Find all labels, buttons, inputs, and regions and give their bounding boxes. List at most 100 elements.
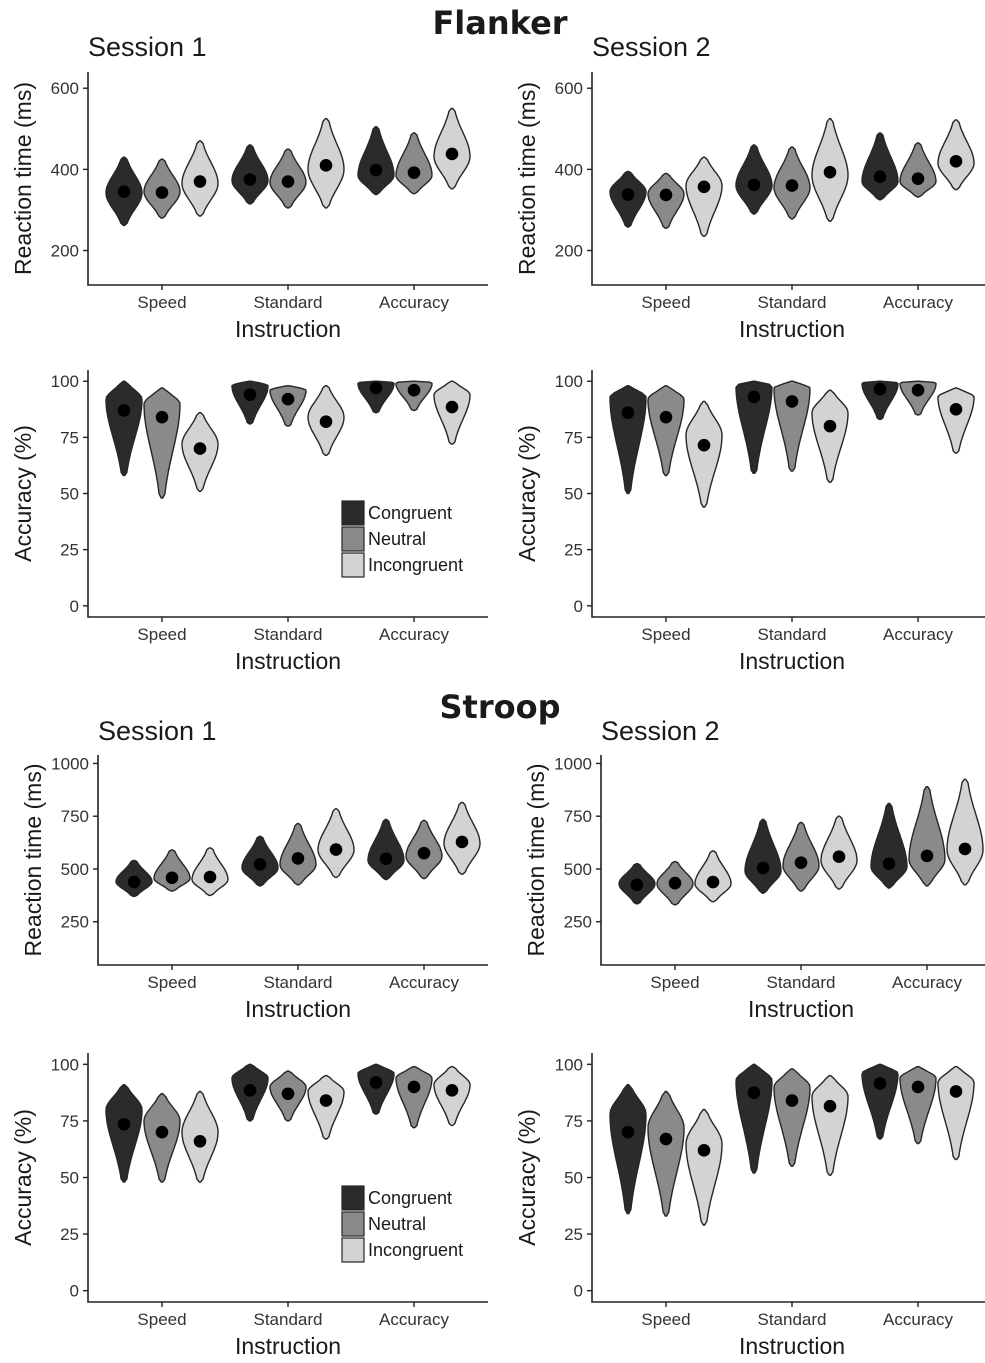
mean-point	[911, 1080, 925, 1094]
mean-point	[949, 1085, 963, 1098]
mean-point	[697, 438, 711, 452]
mean-point	[203, 870, 217, 884]
y-axis-title: Reaction time (ms)	[514, 82, 540, 275]
violin-congruent	[231, 380, 269, 425]
x-axis-title: Instruction	[739, 648, 845, 674]
x-tick-label: Accuracy	[379, 625, 449, 644]
legend-label: Incongruent	[368, 555, 463, 575]
x-tick-label: Accuracy	[379, 293, 449, 312]
mean-point	[165, 871, 179, 885]
mean-point	[319, 1094, 333, 1107]
y-tick-label: 75	[564, 1112, 583, 1131]
mean-point	[193, 175, 207, 188]
axis-lines	[87, 1053, 488, 1303]
chart-panel: Session 2 200 400 600 Reaction time (ms) Spee…	[514, 32, 985, 342]
y-tick-label: 1000	[554, 754, 592, 773]
legend-label: Neutral	[368, 529, 426, 549]
mean-point	[193, 442, 207, 455]
mean-point	[281, 392, 295, 406]
mean-point	[747, 390, 761, 404]
violin-neutral	[899, 142, 937, 198]
mean-point	[958, 842, 972, 856]
violin-congruent	[105, 380, 143, 477]
y-tick-label: 25	[564, 541, 583, 560]
violin-incongruent	[811, 389, 849, 483]
mean-point	[243, 388, 257, 402]
x-tick-label: Speed	[137, 1310, 186, 1329]
y-axis-title: Reaction time (ms)	[523, 764, 549, 957]
x-tick-label: Speed	[641, 293, 690, 312]
mean-point	[281, 1087, 295, 1101]
mean-point	[193, 1134, 207, 1148]
x-axis-title: Instruction	[739, 1333, 845, 1359]
y-axis-title: Accuracy (%)	[10, 425, 36, 562]
x-tick-label: Accuracy	[883, 293, 953, 312]
violin-congruent	[735, 1063, 773, 1174]
mean-point	[407, 1080, 421, 1094]
y-axis-title: Reaction time (ms)	[10, 82, 36, 275]
mean-point	[319, 415, 333, 428]
mean-point	[243, 1084, 257, 1097]
violin-congruent	[735, 380, 773, 474]
violin-neutral	[773, 380, 811, 472]
mean-point	[873, 382, 887, 396]
axis-lines	[87, 370, 488, 618]
mean-point	[832, 850, 846, 864]
violin-congruent	[357, 1063, 395, 1115]
mean-point	[445, 1084, 459, 1097]
legend-label: Congruent	[368, 503, 452, 523]
x-axis-title: Instruction	[245, 996, 351, 1022]
mean-point	[445, 147, 459, 161]
x-tick-label: Standard	[767, 973, 836, 992]
violin-congruent	[744, 818, 782, 894]
y-tick-label: 750	[564, 807, 592, 826]
y-tick-label: 50	[564, 1169, 583, 1188]
y-tick-label: 0	[574, 1282, 583, 1301]
violin-neutral	[899, 1065, 937, 1145]
violin-incongruent	[317, 808, 355, 879]
y-tick-label: 400	[51, 160, 79, 179]
violin-neutral	[395, 132, 433, 195]
violin-congruent	[870, 802, 908, 889]
y-tick-label: 0	[70, 597, 79, 616]
violin-congruent	[357, 126, 395, 196]
y-tick-label: 600	[51, 79, 79, 98]
y-axis-title: Reaction time (ms)	[20, 764, 46, 957]
chart-panel: 0 25 50 75 100 Accuracy (%) Speed Standard Accur…	[514, 1053, 985, 1359]
mean-point	[823, 165, 837, 179]
y-tick-label: 500	[564, 860, 592, 879]
x-axis-title: Instruction	[748, 996, 854, 1022]
mean-point	[621, 1125, 635, 1139]
legend: Congruent Neutral Incongruent	[341, 500, 463, 578]
legend-label: Neutral	[368, 1214, 426, 1234]
mean-point	[329, 843, 343, 856]
x-tick-label: Accuracy	[389, 973, 459, 992]
mean-point	[417, 846, 431, 860]
mean-point	[697, 180, 711, 194]
violin-congruent	[861, 132, 899, 201]
panel-title: Session 2	[601, 716, 720, 746]
mean-point	[291, 852, 305, 865]
y-tick-label: 500	[61, 860, 89, 879]
y-tick-label: 100	[51, 1055, 79, 1074]
mean-point	[920, 849, 934, 863]
x-tick-label: Speed	[641, 1310, 690, 1329]
violin-incongruent	[685, 400, 723, 508]
chart-panel: Session 1 200 400 600 Reaction time (ms) Spee…	[10, 32, 488, 342]
y-tick-label: 25	[60, 541, 79, 560]
chart-panel: Session 2 250 500 750 1000 Reaction time (ms)…	[523, 716, 985, 1022]
violin-incongruent	[937, 1065, 975, 1161]
panel-title: Session 1	[98, 716, 217, 746]
x-tick-label: Speed	[147, 973, 196, 992]
legend-swatch-congruent	[341, 500, 365, 526]
mean-point	[785, 179, 799, 192]
violin-neutral	[647, 385, 685, 477]
y-tick-label: 0	[574, 597, 583, 616]
violin-neutral	[899, 380, 937, 416]
chart-panel: 0 25 50 75 100 Accuracy (%) Speed Standard Accur…	[10, 1053, 488, 1359]
violin-congruent	[609, 385, 647, 495]
mean-point	[407, 166, 421, 179]
mean-point	[911, 172, 925, 186]
mean-point	[873, 170, 887, 183]
legend-swatch-neutral	[341, 526, 365, 552]
